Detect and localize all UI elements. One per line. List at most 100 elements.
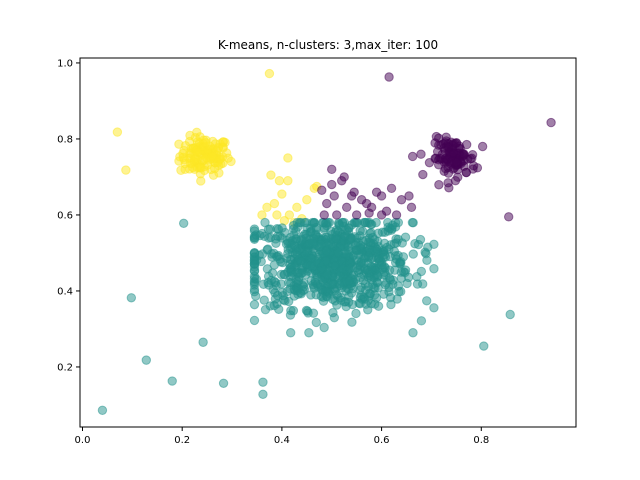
data-point-series-2 xyxy=(178,218,189,229)
y-tick-label: 0.6 xyxy=(57,210,73,221)
data-point-series-2 xyxy=(272,290,283,301)
data-point-series-2 xyxy=(369,282,379,293)
data-point-series-2 xyxy=(301,305,312,316)
data-point-series-2 xyxy=(249,248,260,258)
y-axis: 0.2 0.4 0.6 0.8 1.0 xyxy=(57,58,80,373)
data-point-series-3 xyxy=(319,210,329,220)
data-point-series-1 xyxy=(206,164,216,175)
data-point-series-3 xyxy=(424,157,435,168)
data-point-series-2 xyxy=(408,249,418,259)
data-point-series-2 xyxy=(285,262,296,273)
x-tick-label: 0.2 xyxy=(174,435,190,446)
data-point-series-2 xyxy=(275,254,285,264)
data-point-series-1 xyxy=(121,165,131,175)
data-point-series-3 xyxy=(386,183,397,194)
data-point-series-2 xyxy=(285,328,296,338)
data-point-series-2 xyxy=(263,277,273,288)
data-point-series-2 xyxy=(249,315,260,326)
data-point-series-3 xyxy=(461,167,471,178)
data-point-series-2 xyxy=(260,217,270,228)
data-point-series-1 xyxy=(112,127,123,137)
data-point-series-2 xyxy=(302,247,312,257)
data-point-series-2 xyxy=(359,258,369,268)
data-point-series-1 xyxy=(274,176,285,186)
data-point-series-2 xyxy=(269,248,279,258)
data-point-series-2 xyxy=(305,261,316,271)
data-point-series-2 xyxy=(258,377,268,387)
data-point-series-2 xyxy=(351,245,361,255)
data-point-series-2 xyxy=(382,242,392,253)
data-point-series-2 xyxy=(249,271,260,281)
data-point-series-2 xyxy=(277,223,287,233)
data-point-series-2 xyxy=(341,248,351,259)
x-tick-label: 0.8 xyxy=(473,435,489,446)
data-point-series-2 xyxy=(386,299,396,310)
x-axis: 0.0 0.2 0.4 0.6 0.8 xyxy=(75,427,489,446)
data-point-series-3 xyxy=(406,202,417,213)
y-tick-label: 0.4 xyxy=(57,286,73,297)
data-point-series-2 xyxy=(379,289,389,299)
data-point-series-1 xyxy=(207,151,218,162)
x-tick-label: 0.0 xyxy=(75,435,91,446)
data-point-series-3 xyxy=(404,191,414,201)
data-point-series-2 xyxy=(141,355,152,365)
data-point-series-2 xyxy=(259,295,269,305)
data-point-series-2 xyxy=(333,247,343,258)
data-point-series-2 xyxy=(403,272,414,283)
data-point-series-3 xyxy=(327,164,337,175)
y-tick-label: 0.2 xyxy=(57,362,73,373)
data-point-series-2 xyxy=(370,299,380,309)
data-point-series-1 xyxy=(185,130,195,141)
data-point-series-3 xyxy=(416,149,426,159)
data-point-series-1 xyxy=(277,189,287,199)
data-point-series-1 xyxy=(223,153,233,163)
data-point-series-2 xyxy=(167,376,177,386)
y-tick-label: 0.8 xyxy=(57,134,73,145)
data-point-series-2 xyxy=(218,378,229,388)
data-point-series-2 xyxy=(97,405,108,415)
data-point-series-3 xyxy=(329,191,339,201)
data-point-series-1 xyxy=(283,176,293,186)
data-point-series-2 xyxy=(304,328,314,338)
data-point-series-3 xyxy=(467,153,477,163)
data-point-series-2 xyxy=(293,222,303,232)
data-point-series-3 xyxy=(434,180,444,190)
data-point-series-1 xyxy=(292,202,302,213)
data-point-series-2 xyxy=(340,296,351,307)
data-point-series-2 xyxy=(347,317,357,327)
data-point-series-1 xyxy=(180,141,191,151)
data-point-series-1 xyxy=(180,164,190,175)
data-point-series-3 xyxy=(433,160,444,170)
data-point-series-2 xyxy=(249,299,260,310)
data-point-series-2 xyxy=(412,279,423,289)
data-point-series-2 xyxy=(296,268,306,278)
data-point-series-2 xyxy=(505,309,515,320)
data-point-series-2 xyxy=(329,312,340,323)
data-point-series-1 xyxy=(269,198,280,209)
data-point-series-2 xyxy=(288,305,299,316)
data-point-series-3 xyxy=(381,206,392,216)
chart-title: K-means, n-clusters: 3,max_iter: 100 xyxy=(218,38,438,52)
data-point-series-2 xyxy=(318,292,328,302)
data-point-series-2 xyxy=(390,251,401,261)
data-point-series-3 xyxy=(364,208,374,218)
data-point-series-2 xyxy=(342,225,352,235)
data-point-series-2 xyxy=(319,322,329,333)
data-point-series-2 xyxy=(293,277,303,287)
data-point-series-3 xyxy=(396,195,407,205)
data-point-series-1 xyxy=(264,68,275,79)
data-point-series-2 xyxy=(276,279,286,289)
data-point-series-3 xyxy=(317,185,327,195)
data-point-series-2 xyxy=(363,251,374,261)
data-point-series-2 xyxy=(422,296,432,306)
data-point-series-2 xyxy=(126,293,137,303)
data-point-series-1 xyxy=(266,170,276,180)
data-point-series-3 xyxy=(351,210,362,220)
data-point-series-2 xyxy=(479,341,489,351)
data-point-series-1 xyxy=(302,195,312,205)
plot-frame xyxy=(79,57,577,428)
data-point-series-2 xyxy=(322,269,332,280)
data-point-series-2 xyxy=(318,217,329,228)
data-point-series-2 xyxy=(285,232,295,243)
